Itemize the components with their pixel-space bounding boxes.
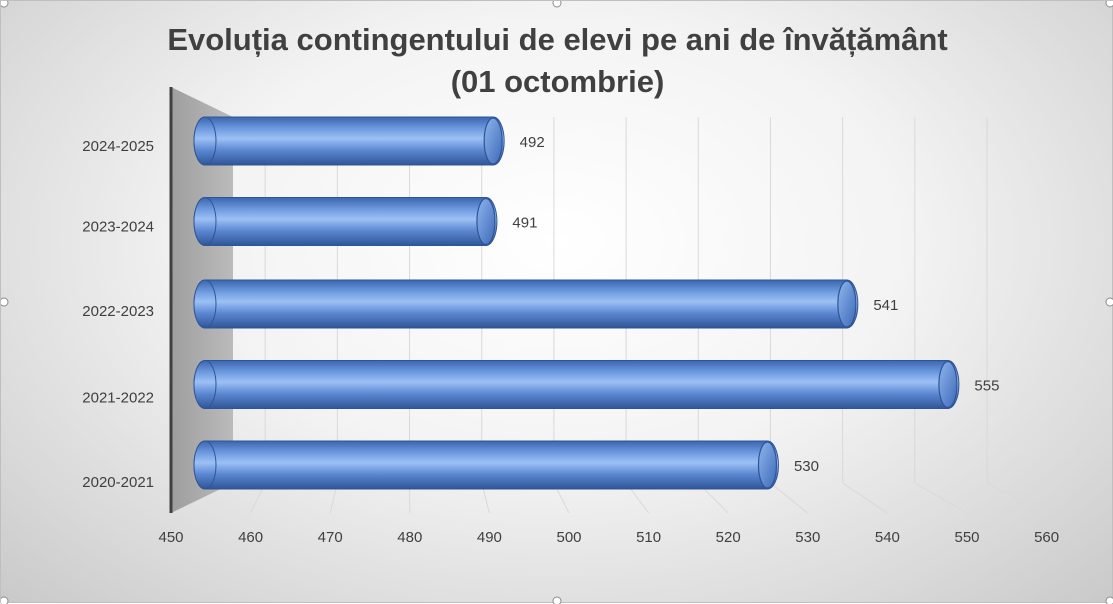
x-tick-label: 510 [636, 529, 661, 546]
x-tick-label: 490 [477, 529, 502, 546]
category-label: 2022-2023 [82, 303, 154, 320]
floor-gridline [843, 483, 888, 513]
bar-body [194, 198, 497, 246]
resize-handle[interactable] [1, 298, 8, 306]
bar-2021-2022[interactable] [194, 361, 959, 409]
x-tick-label: 450 [158, 529, 183, 546]
x-tick-label: 550 [954, 529, 979, 546]
bar-body [194, 441, 778, 489]
resize-handle[interactable] [1, 1, 8, 7]
bar-body [194, 117, 504, 165]
bar-body [194, 280, 858, 328]
data-label: 555 [974, 378, 999, 395]
floor-gridline [915, 483, 967, 513]
bar-start-cap [194, 117, 216, 165]
data-label: 492 [520, 134, 545, 151]
bar-2024-2025[interactable] [194, 117, 504, 165]
bar-start-cap [194, 198, 216, 246]
bar-2023-2024[interactable] [194, 198, 497, 246]
x-tick-label: 470 [318, 529, 343, 546]
x-tick-label: 560 [1034, 529, 1059, 546]
bar-start-cap [194, 361, 216, 409]
bar-end-cap [939, 362, 957, 408]
resize-handle[interactable] [553, 1, 561, 7]
data-label: 530 [794, 458, 819, 475]
bar-body [194, 361, 959, 409]
x-tick-label: 480 [397, 529, 422, 546]
floor-gridline [987, 483, 1047, 513]
x-tick-label: 520 [716, 529, 741, 546]
bar-end-cap [838, 281, 856, 327]
category-label: 2021-2022 [82, 390, 154, 407]
category-label: 2023-2024 [82, 219, 154, 236]
category-label: 2024-2025 [82, 138, 154, 155]
bar-end-cap [484, 118, 502, 164]
x-tick-label: 460 [238, 529, 263, 546]
floor-gridline [770, 483, 807, 513]
resize-handle[interactable] [1106, 1, 1113, 7]
bar-start-cap [194, 280, 216, 328]
bar-2022-2023[interactable] [194, 280, 858, 328]
bar-end-cap [477, 199, 495, 245]
bar-2020-2021[interactable] [194, 441, 778, 489]
resize-handle[interactable] [1106, 298, 1113, 306]
bar-start-cap [194, 441, 216, 489]
data-label: 541 [873, 297, 898, 314]
x-tick-label: 540 [875, 529, 900, 546]
bar-end-cap [758, 442, 776, 488]
data-label: 491 [512, 215, 537, 232]
x-tick-label: 530 [795, 529, 820, 546]
x-tick-label: 500 [556, 529, 581, 546]
category-label: 2020-2021 [82, 474, 154, 491]
